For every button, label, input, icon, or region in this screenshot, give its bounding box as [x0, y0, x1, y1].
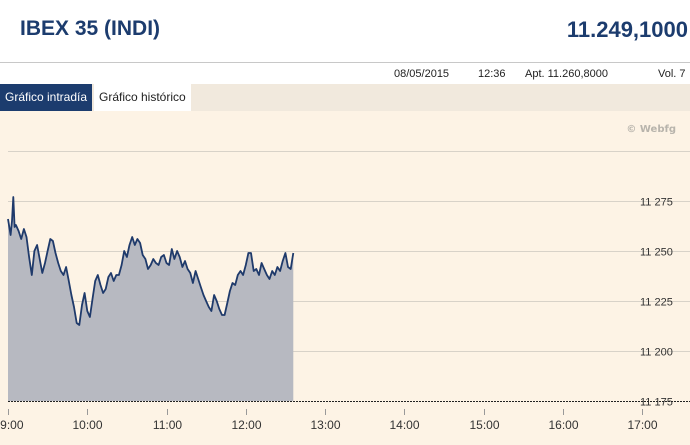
x-tick-label: 16:00: [548, 418, 578, 432]
y-tick-label: 11 275: [640, 197, 673, 209]
index-title: IBEX 35 (INDI): [20, 17, 161, 40]
y-tick-label: 11 250: [640, 247, 673, 259]
chart-area: 11 175 11 200 11 225 11 250 11 275 09:00 10:00…: [0, 111, 690, 445]
tab-historical[interactable]: Gráfico histórico: [94, 84, 191, 111]
x-tick-label: 12:00: [231, 418, 261, 432]
y-tick-label: 11 200: [640, 347, 673, 359]
y-tick-label: 11 175: [640, 397, 673, 409]
x-tick-label: 10:00: [72, 418, 102, 432]
x-tick-label: 14:00: [389, 418, 419, 432]
quote-date: 08/05/2015: [394, 68, 450, 80]
quote-info-bar: 08/05/2015 12:36 Apt. 11.260,8000 Vol. 7: [0, 62, 690, 85]
volume: Vol. 7: [658, 68, 686, 80]
quote-time: 12:36: [478, 68, 506, 80]
intraday-chart: 11 175 11 200 11 225 11 250 11 275 09:00 10:00…: [0, 124, 690, 432]
webfg-watermark: © Webfg: [626, 124, 676, 135]
tab-intraday[interactable]: Gráfico intradía: [0, 84, 93, 111]
last-price: 11.249,1000: [566, 17, 688, 42]
x-tick-label: 15:00: [469, 418, 499, 432]
chart-tabs: Gráfico intradía Gráfico histórico: [0, 84, 690, 111]
axis-layer: 11 175 11 200 11 225 11 250 11 275 09:00 10:00…: [0, 197, 690, 432]
x-tick-label: 09:00: [0, 418, 24, 432]
x-tick-label: 17:00: [627, 418, 657, 432]
series-line: [7, 196, 295, 326]
series-layer: [7, 196, 295, 401]
x-tick-label: 11:00: [153, 418, 182, 432]
y-tick-label: 11 225: [640, 297, 673, 309]
opening-price: Apt. 11.260,8000: [525, 68, 608, 80]
series-area: [8, 197, 294, 401]
quote-header: IBEX 35 (INDI) 11.249,1000: [0, 0, 690, 62]
x-tick-label: 13:00: [310, 418, 340, 432]
